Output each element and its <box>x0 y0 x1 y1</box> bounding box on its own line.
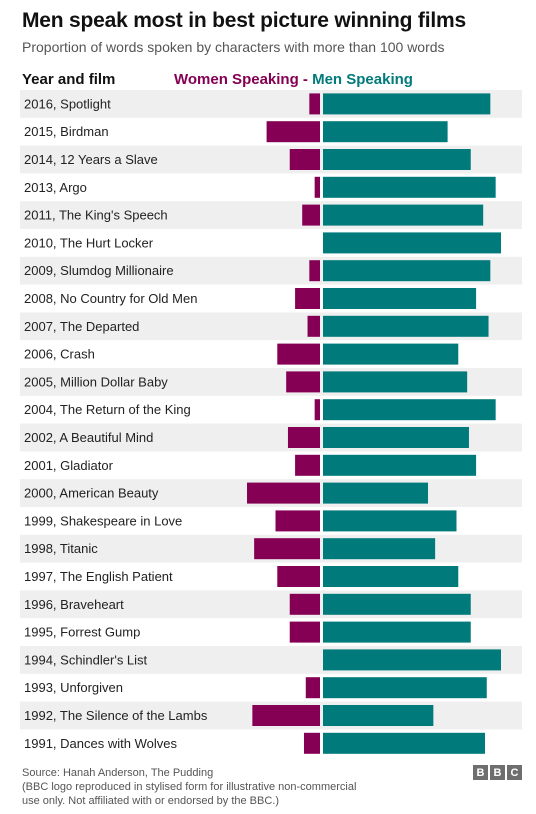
bar-women-speaking <box>295 288 320 309</box>
row-label: 2006, Crash <box>24 347 95 362</box>
row-label: 2002, A Beautiful Mind <box>24 430 153 445</box>
bar-men-speaking <box>323 93 491 115</box>
bar-men-speaking <box>323 399 496 421</box>
row-label: 2005, Million Dollar Baby <box>24 374 168 389</box>
row-label: 1991, Dances with Wolves <box>24 736 177 751</box>
row-label: 2010, The Hurt Locker <box>24 235 154 250</box>
row-label: 1996, Braveheart <box>24 597 124 612</box>
bar-men-speaking <box>323 121 448 143</box>
bar-men-speaking <box>323 454 477 476</box>
row-label: 2008, No Country for Old Men <box>24 291 197 306</box>
bar-men-speaking <box>323 149 471 170</box>
bar-men-speaking <box>323 510 457 532</box>
chart-title: Men speak most in best picture winning f… <box>22 9 466 32</box>
chart-subtitle: Proportion of words spoken by characters… <box>22 39 445 55</box>
bar-men-speaking <box>323 732 485 754</box>
row-label: 2011, The King's Speech <box>24 208 168 223</box>
bar-women-speaking <box>286 371 320 393</box>
bar-men-speaking <box>323 232 501 254</box>
bar-women-speaking <box>247 482 320 504</box>
bar-women-speaking <box>277 566 320 587</box>
row-label: 2015, Birdman <box>24 124 109 139</box>
bar-men-speaking <box>323 176 496 198</box>
row-label: 1992, The Silence of the Lambs <box>24 708 208 723</box>
row-label: 2014, 12 Years a Slave <box>24 152 158 167</box>
bar-women-speaking <box>309 93 320 115</box>
bar-women-speaking <box>252 705 320 726</box>
row-label: 2009, Slumdog Millionaire <box>24 263 174 278</box>
bar-men-speaking <box>323 427 469 448</box>
row-label: 2004, The Return of the King <box>24 402 191 417</box>
row-label: 2001, Gladiator <box>24 458 114 473</box>
bar-men-speaking <box>323 204 484 226</box>
legend: Women Speaking - Men Speaking <box>174 71 413 88</box>
bar-chart: 2016, Spotlight 2015, Birdman 2014, 12 Yea… <box>20 90 522 754</box>
bar-men-speaking <box>323 343 459 365</box>
bar-women-speaking <box>254 538 320 560</box>
bar-men-speaking <box>323 621 471 643</box>
bar-women-speaking <box>287 427 320 448</box>
disclaimer-line-2: use only. Not affiliated with or endorse… <box>22 795 280 807</box>
bar-men-speaking <box>323 677 487 699</box>
footer: Source: Hanah Anderson, The Pudding (BBC… <box>22 766 356 808</box>
row-label: 1997, The English Patient <box>24 569 173 584</box>
bar-men-speaking <box>323 566 459 587</box>
bar-women-speaking <box>305 677 320 699</box>
row-label: 1999, Shakespeare in Love <box>24 513 182 528</box>
bar-women-speaking <box>303 732 320 754</box>
bar-women-speaking <box>314 399 320 421</box>
bar-men-speaking <box>323 482 429 504</box>
bar-women-speaking <box>289 593 320 615</box>
disclaimer-line-1: (BBC logo reproduced in stylised form fo… <box>22 781 357 793</box>
bar-men-speaking <box>323 593 471 615</box>
bbc-logo-block: C <box>507 765 522 780</box>
row-label: 1994, Schindler's List <box>24 652 148 667</box>
bar-women-speaking <box>289 149 320 170</box>
bar-women-speaking <box>289 621 320 643</box>
bar-men-speaking <box>323 315 489 337</box>
legend-separator: - <box>298 71 313 88</box>
legend-men: Men Speaking <box>312 71 413 88</box>
bar-men-speaking <box>323 371 468 393</box>
bar-women-speaking <box>295 454 320 476</box>
row-label: 1993, Unforgiven <box>24 680 123 695</box>
column-header: Year and film <box>22 71 116 88</box>
bar-women-speaking <box>307 315 320 337</box>
row-label: 1998, Titanic <box>24 541 98 556</box>
row-label: 1995, Forrest Gump <box>24 625 140 640</box>
bar-women-speaking <box>309 260 320 282</box>
row-label: 2013, Argo <box>24 180 87 195</box>
bbc-logo-block: B <box>490 765 505 780</box>
row-label: 2016, Spotlight <box>24 96 111 111</box>
row-label: 2000, American Beauty <box>24 486 159 501</box>
bar-men-speaking <box>323 260 491 282</box>
bar-men-speaking <box>323 705 434 726</box>
bar-men-speaking <box>323 288 477 309</box>
row-label: 2007, The Departed <box>24 319 139 334</box>
bar-men-speaking <box>323 649 501 671</box>
bar-women-speaking <box>314 176 320 198</box>
bbc-logo-block: B <box>473 765 488 780</box>
bar-women-speaking <box>302 204 320 226</box>
bar-men-speaking <box>323 538 436 560</box>
legend-women: Women Speaking <box>174 71 299 88</box>
source-note: Source: Hanah Anderson, The Pudding <box>22 767 214 779</box>
bar-women-speaking <box>277 343 320 365</box>
bar-women-speaking <box>266 121 320 143</box>
bar-women-speaking <box>275 510 320 532</box>
bbc-logo: B B C <box>473 765 522 780</box>
